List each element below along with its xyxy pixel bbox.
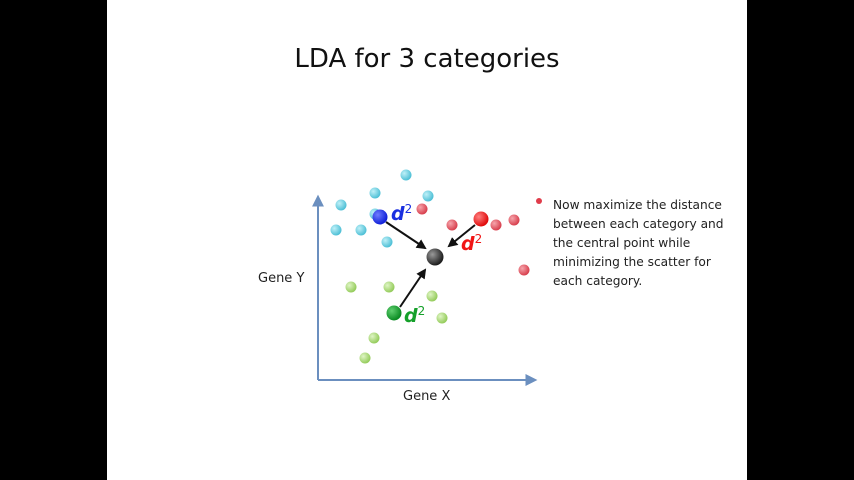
cyan-point — [381, 236, 393, 248]
cyan-point — [330, 224, 342, 236]
explanation-line: each category. — [553, 274, 643, 288]
green-to-center-arrow — [399, 268, 427, 308]
green-point — [383, 281, 395, 293]
green-distance-label: d2 — [404, 304, 425, 327]
x-axis-label: Gene X — [403, 389, 451, 404]
slide-title: LDA for 3 categories — [294, 44, 560, 74]
slide: LDA for 3 categories — [107, 0, 747, 480]
lda-diagram: d2 d2 d2 — [312, 169, 538, 386]
blue-centroid — [372, 209, 388, 225]
red-distance-label: d2 — [461, 232, 482, 255]
red-point — [416, 203, 428, 215]
explanation-line: between each category and — [553, 217, 724, 231]
cyan-point — [335, 199, 347, 211]
explanation-text: Now maximize the distance between each c… — [553, 196, 743, 291]
red-point — [490, 219, 502, 231]
green-point — [345, 281, 357, 293]
axes — [312, 194, 538, 386]
blue-distance-label: d2 — [391, 202, 412, 225]
central-point — [426, 248, 444, 266]
distance-arrows — [385, 221, 476, 308]
cyan-point — [422, 190, 434, 202]
y-axis-label: Gene Y — [258, 271, 305, 286]
red-centroid — [473, 211, 489, 227]
red-category-points — [416, 203, 530, 276]
green-point — [368, 332, 380, 344]
blue-to-center-arrow — [385, 221, 427, 250]
green-point — [426, 290, 438, 302]
cyan-point — [400, 169, 412, 181]
green-category-points — [345, 281, 448, 364]
cyan-point — [369, 187, 381, 199]
red-point — [518, 264, 530, 276]
red-to-center-arrow — [447, 224, 476, 248]
green-point — [436, 312, 448, 324]
green-centroid — [386, 305, 402, 321]
explanation-line: minimizing the scatter for — [553, 255, 711, 269]
cyan-point — [355, 224, 367, 236]
bullet-dot — [536, 198, 542, 204]
explanation-line: the central point while — [553, 236, 691, 250]
red-point — [508, 214, 520, 226]
explanation-line: Now maximize the distance — [553, 198, 722, 212]
red-point — [446, 219, 458, 231]
green-point — [359, 352, 371, 364]
